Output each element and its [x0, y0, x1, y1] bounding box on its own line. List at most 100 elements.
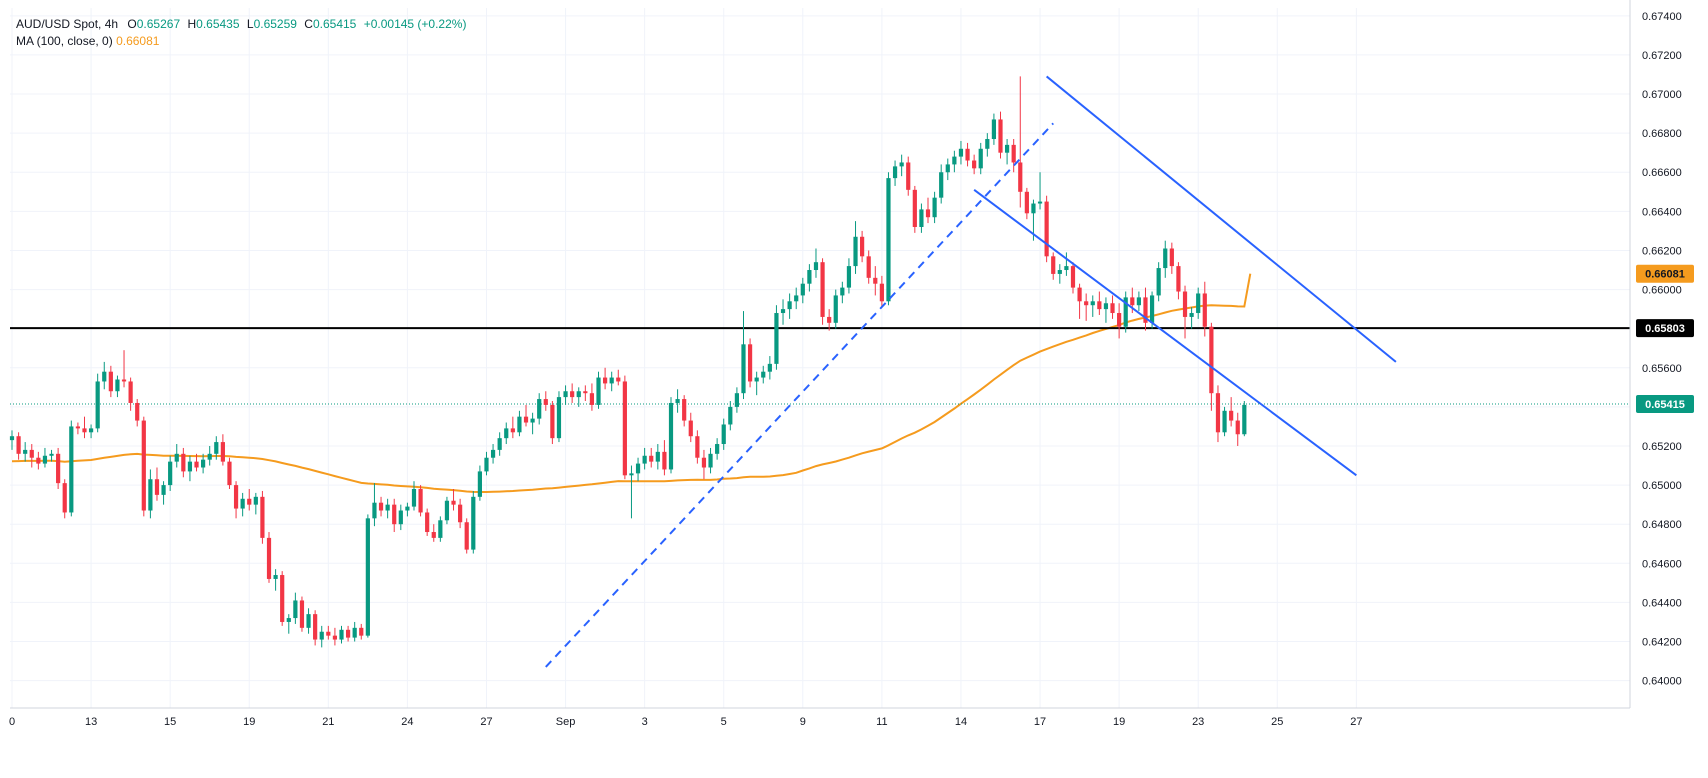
- candle[interactable]: [840, 281, 845, 304]
- candle[interactable]: [471, 490, 476, 554]
- candle[interactable]: [484, 451, 489, 476]
- candle[interactable]: [233, 481, 239, 519]
- candle[interactable]: [932, 191, 937, 224]
- candle[interactable]: [425, 508, 430, 536]
- candle[interactable]: [622, 375, 627, 480]
- candle[interactable]: [306, 608, 311, 634]
- candle[interactable]: [56, 447, 61, 490]
- candle[interactable]: [965, 142, 970, 167]
- candle[interactable]: [556, 391, 562, 443]
- candle[interactable]: [1064, 252, 1069, 276]
- candle[interactable]: [668, 397, 674, 474]
- candle[interactable]: [1110, 295, 1115, 319]
- candle[interactable]: [603, 367, 608, 390]
- candle[interactable]: [1242, 401, 1247, 437]
- candle[interactable]: [1189, 307, 1194, 329]
- candle[interactable]: [1123, 291, 1128, 333]
- candle[interactable]: [708, 447, 713, 474]
- candle[interactable]: [266, 532, 272, 583]
- candle[interactable]: [82, 416, 87, 439]
- candle[interactable]: [682, 395, 687, 427]
- candle[interactable]: [148, 469, 153, 519]
- candle[interactable]: [1070, 262, 1076, 294]
- candle[interactable]: [1057, 264, 1062, 284]
- candle[interactable]: [787, 293, 792, 319]
- dashed-trendline[interactable]: [545, 122, 1054, 668]
- candle[interactable]: [734, 387, 739, 413]
- candle[interactable]: [794, 287, 799, 310]
- candle[interactable]: [299, 596, 305, 632]
- candle[interactable]: [201, 453, 206, 474]
- candle[interactable]: [108, 365, 113, 398]
- candles-layer[interactable]: [9, 76, 1247, 648]
- candle[interactable]: [609, 371, 614, 392]
- candle[interactable]: [886, 172, 891, 306]
- candle[interactable]: [352, 621, 357, 642]
- candle[interactable]: [286, 614, 291, 634]
- candle[interactable]: [332, 627, 338, 646]
- candle[interactable]: [780, 299, 786, 325]
- candle[interactable]: [860, 230, 865, 263]
- candle[interactable]: [497, 432, 502, 456]
- candle[interactable]: [879, 275, 884, 308]
- candle[interactable]: [991, 113, 997, 145]
- candle[interactable]: [444, 496, 450, 525]
- candle[interactable]: [1117, 303, 1122, 339]
- candle[interactable]: [1103, 297, 1109, 323]
- candle[interactable]: [570, 383, 575, 403]
- candle[interactable]: [635, 457, 641, 482]
- channel-trendline[interactable]: [1045, 75, 1397, 363]
- candle[interactable]: [846, 258, 852, 294]
- trendlines-layer[interactable]: [545, 75, 1397, 668]
- candle[interactable]: [1182, 285, 1188, 339]
- candle[interactable]: [49, 449, 54, 462]
- candle[interactable]: [978, 142, 983, 175]
- candle[interactable]: [438, 516, 443, 542]
- candle[interactable]: [1024, 187, 1029, 220]
- candle[interactable]: [319, 625, 324, 648]
- candle[interactable]: [253, 492, 258, 515]
- candle[interactable]: [477, 465, 482, 501]
- candle[interactable]: [29, 444, 34, 468]
- candle[interactable]: [537, 393, 542, 425]
- candle[interactable]: [563, 385, 568, 405]
- candle[interactable]: [688, 412, 693, 443]
- candle[interactable]: [767, 356, 772, 380]
- candle[interactable]: [95, 373, 100, 433]
- candle[interactable]: [181, 447, 186, 478]
- candle[interactable]: [194, 453, 199, 472]
- candle[interactable]: [1051, 252, 1056, 280]
- candle[interactable]: [247, 489, 252, 511]
- candle[interactable]: [372, 483, 377, 527]
- candle[interactable]: [273, 569, 278, 591]
- candle[interactable]: [313, 610, 318, 646]
- candle[interactable]: [747, 338, 753, 388]
- candle[interactable]: [906, 156, 911, 196]
- candle[interactable]: [655, 444, 660, 470]
- candle[interactable]: [293, 592, 298, 624]
- candle[interactable]: [1176, 262, 1181, 300]
- candle[interactable]: [220, 434, 225, 466]
- candle[interactable]: [761, 365, 766, 384]
- candle[interactable]: [227, 457, 232, 490]
- candle[interactable]: [958, 140, 964, 165]
- candle[interactable]: [1097, 291, 1102, 315]
- candle[interactable]: [873, 266, 878, 296]
- candle[interactable]: [807, 264, 812, 292]
- candle[interactable]: [115, 375, 120, 398]
- candle[interactable]: [1196, 287, 1201, 319]
- channel-trendline[interactable]: [973, 189, 1357, 477]
- candle[interactable]: [490, 444, 496, 464]
- candle[interactable]: [365, 514, 370, 638]
- candle[interactable]: [135, 399, 140, 427]
- candle[interactable]: [649, 447, 654, 468]
- candle[interactable]: [1215, 385, 1221, 443]
- candle[interactable]: [715, 438, 720, 460]
- candle[interactable]: [662, 440, 667, 476]
- candle[interactable]: [214, 436, 219, 460]
- candle[interactable]: [576, 387, 581, 407]
- candle[interactable]: [523, 404, 529, 427]
- candle[interactable]: [912, 185, 917, 233]
- candle[interactable]: [1011, 139, 1016, 173]
